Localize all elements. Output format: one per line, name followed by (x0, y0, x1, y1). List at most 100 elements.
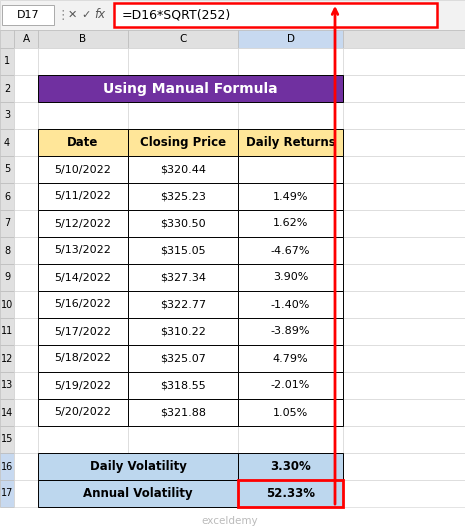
Bar (38, 291, 128, 318)
Bar (343, 291, 465, 318)
Bar (238, 318, 343, 345)
Text: $320.44: $320.44 (160, 165, 206, 175)
Bar (128, 372, 238, 399)
Bar (38, 372, 128, 399)
Bar (14, 264, 38, 291)
Bar (238, 399, 343, 426)
Bar (38, 480, 238, 507)
Bar (38, 237, 128, 264)
Bar (238, 210, 343, 237)
Text: $315.05: $315.05 (160, 245, 206, 256)
Bar (343, 399, 465, 426)
Bar (238, 372, 343, 399)
Bar (38, 210, 128, 237)
Bar (343, 480, 465, 507)
Bar (128, 237, 238, 264)
Bar (128, 210, 238, 237)
Bar (0, 291, 14, 318)
Bar (38, 75, 128, 102)
Text: -3.89%: -3.89% (271, 326, 310, 336)
Bar (38, 399, 128, 426)
Bar (343, 345, 465, 372)
Bar (343, 264, 465, 291)
Bar (0, 129, 14, 156)
Text: =D16*SQRT(252): =D16*SQRT(252) (122, 8, 231, 22)
Bar (14, 129, 38, 156)
Bar (0, 480, 14, 507)
Bar (343, 102, 465, 129)
Bar (38, 102, 128, 129)
Text: 5/18/2022: 5/18/2022 (54, 353, 112, 363)
Bar (128, 48, 238, 75)
Bar (238, 129, 343, 156)
Bar (128, 372, 238, 399)
Text: 5/19/2022: 5/19/2022 (54, 380, 112, 390)
Bar (114, 3, 437, 27)
Bar (128, 102, 238, 129)
Bar (38, 129, 128, 156)
Bar (238, 237, 343, 264)
Bar (128, 156, 238, 183)
Text: B: B (80, 34, 86, 44)
Bar (14, 75, 38, 102)
Bar (238, 291, 343, 318)
Bar (128, 399, 238, 426)
Bar (128, 75, 238, 102)
Bar (14, 102, 38, 129)
Bar (38, 399, 128, 426)
Bar (128, 291, 238, 318)
Bar (128, 129, 238, 156)
Text: fx: fx (94, 8, 106, 22)
Bar (128, 237, 238, 264)
Bar (343, 237, 465, 264)
Bar (238, 156, 343, 183)
Bar (238, 453, 343, 480)
Text: 14: 14 (1, 407, 13, 417)
Bar (238, 237, 343, 264)
Bar (128, 183, 238, 210)
Bar (38, 426, 128, 453)
Bar (0, 453, 14, 480)
Bar (128, 291, 238, 318)
Bar (343, 372, 465, 399)
Text: 2: 2 (4, 84, 10, 94)
Text: 3.30%: 3.30% (270, 460, 311, 473)
Bar (238, 426, 343, 453)
Bar (238, 75, 343, 102)
Bar (238, 183, 343, 210)
Bar (38, 30, 128, 48)
Bar (38, 318, 128, 345)
Bar (0, 237, 14, 264)
Bar (2, 5, 54, 25)
Bar (38, 48, 128, 75)
Text: 3.90%: 3.90% (273, 272, 308, 282)
Bar (128, 183, 238, 210)
Bar (38, 75, 343, 102)
Bar (343, 30, 465, 48)
Bar (0, 30, 14, 48)
Text: 1.49%: 1.49% (273, 191, 308, 202)
Bar (38, 237, 128, 264)
Bar (0, 48, 14, 75)
Bar (128, 210, 238, 237)
Bar (38, 318, 128, 345)
Bar (128, 345, 238, 372)
Bar (238, 345, 343, 372)
Bar (38, 129, 128, 156)
Bar (0, 372, 14, 399)
Bar (0, 75, 14, 102)
Text: 5/14/2022: 5/14/2022 (54, 272, 112, 282)
Bar (38, 156, 128, 183)
Bar (0, 264, 14, 291)
Text: 13: 13 (1, 380, 13, 390)
Text: $325.23: $325.23 (160, 191, 206, 202)
Bar (38, 183, 128, 210)
Text: D: D (286, 34, 294, 44)
Bar (14, 318, 38, 345)
Bar (0, 102, 14, 129)
Bar (14, 372, 38, 399)
Bar (343, 318, 465, 345)
Bar (128, 345, 238, 372)
Bar (238, 372, 343, 399)
Bar (238, 30, 343, 48)
